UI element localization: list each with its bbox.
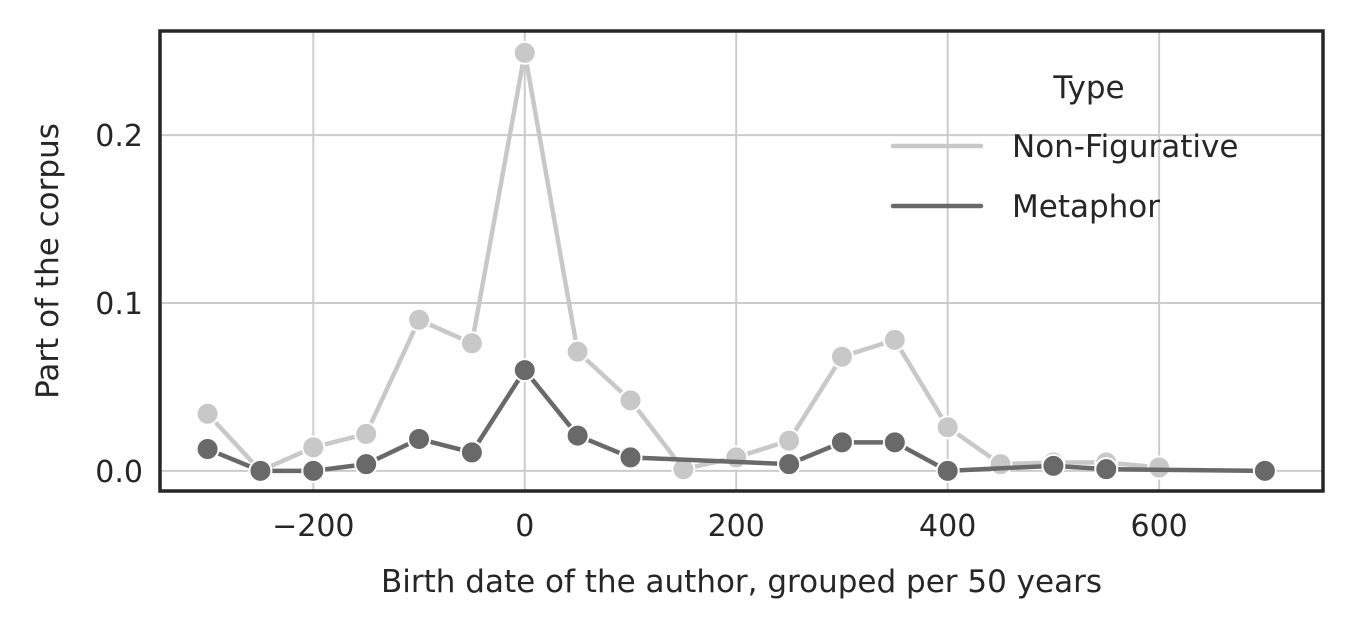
- data-point: [935, 458, 960, 483]
- grid-lines: [160, 31, 1323, 491]
- data-point: [195, 401, 220, 426]
- data-point: [1041, 453, 1066, 478]
- data-point: [829, 344, 854, 369]
- data-point: [354, 452, 379, 477]
- data-point: [1252, 458, 1277, 483]
- data-point: [935, 415, 960, 440]
- series-non-figurative: [195, 40, 1172, 483]
- data-point: [777, 428, 802, 453]
- series-metaphor: [195, 358, 1277, 483]
- data-point: [512, 358, 537, 383]
- y-tick-label: 0.0: [95, 455, 143, 490]
- data-point: [407, 426, 432, 451]
- legend-label: Metaphor: [1012, 189, 1160, 225]
- y-axis-ticks: 0.0 0.1 0.2: [95, 119, 143, 490]
- legend-label: Non-Figurative: [1012, 129, 1238, 165]
- series-line: [205, 367, 1268, 474]
- x-axis-ticks: −200 0 200 400 600: [272, 509, 1188, 544]
- data-point: [459, 440, 484, 465]
- x-tick-label: 400: [919, 509, 976, 544]
- data-point: [1094, 457, 1119, 482]
- data-point: [301, 458, 326, 483]
- data-point: [512, 40, 537, 65]
- data-point: [565, 423, 590, 448]
- data-point: [407, 307, 432, 332]
- data-point: [301, 435, 326, 460]
- x-tick-label: −200: [272, 509, 354, 544]
- data-point: [618, 388, 643, 413]
- series-line: [205, 50, 1162, 474]
- data-point: [459, 331, 484, 356]
- x-tick-label: 200: [708, 509, 765, 544]
- series-layer: [195, 40, 1277, 483]
- y-tick-label: 0.1: [95, 287, 143, 322]
- data-point: [829, 430, 854, 455]
- data-point: [777, 452, 802, 477]
- data-point: [248, 458, 273, 483]
- data-point: [882, 327, 907, 352]
- y-axis-label: Part of the corpus: [30, 123, 66, 399]
- data-point: [724, 445, 749, 470]
- x-tick-label: 0: [515, 509, 534, 544]
- data-point: [988, 452, 1013, 477]
- y-tick-label: 0.2: [95, 119, 143, 154]
- data-point: [882, 430, 907, 455]
- data-point: [195, 437, 220, 462]
- data-point: [565, 339, 590, 364]
- x-tick-label: 600: [1130, 509, 1187, 544]
- data-point: [354, 421, 379, 446]
- plot-frame: [158, 29, 1325, 493]
- x-axis-label: Birth date of the author, grouped per 50…: [381, 564, 1102, 600]
- legend: Type Non-Figurative Metaphor: [890, 70, 1238, 225]
- legend-title: Type: [1052, 70, 1124, 106]
- data-point: [618, 445, 643, 470]
